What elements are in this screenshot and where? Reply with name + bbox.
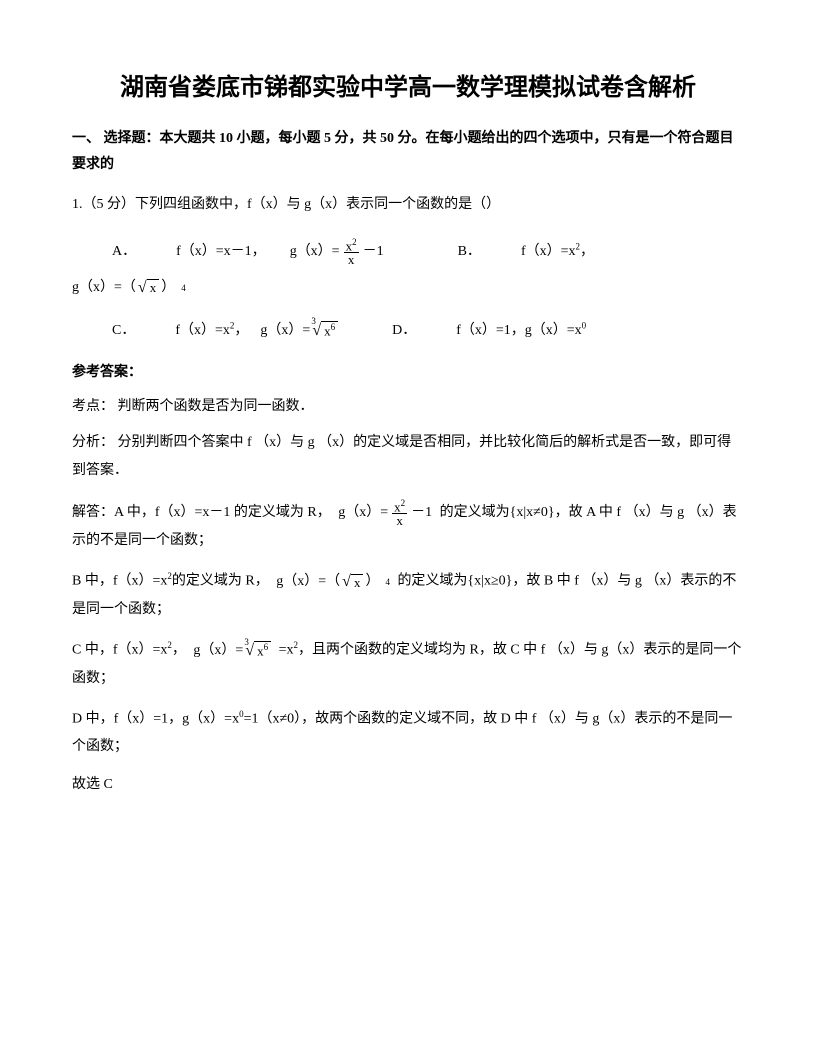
option-c-g: g（x）= 3√x6 [260,316,338,347]
fenxi: 分析： 分别判断四个答案中 f （x）与 g （x）的定义域是否相同，并比较化简… [72,429,744,485]
doc-title: 湖南省娄底市锑都实验中学高一数学理模拟试卷含解析 [72,72,744,106]
section-1-heading: 一、 选择题：本大题共 10 小题，每小题 5 分，共 50 分。在每小题给出的… [72,126,744,179]
option-b: B． f（x）=x2， [458,237,594,268]
option-b-label: B． [458,237,481,268]
jieda-b: B 中，f（x）=x2的定义域为 R， g（x）=（ √x ）4 的定义域为{x… [72,567,744,624]
option-d-text: f（x）=1，g（x）=x0 [456,316,586,347]
q1-options-row1: A． f（x）=x－1， g（x）= x2 x －1 B． f（x）=x2， [72,237,744,268]
option-d-label: D． [392,316,416,347]
option-b-g-line: g（x）=（ √x ） 4 [72,274,744,302]
q1-options-row2: C． f（x）=x2， g（x）= 3√x6 D． f（x）=1，g（x）=x0 [72,316,744,347]
option-a: A． f（x）=x－1， g（x）= x2 x －1 [72,237,384,268]
kaodian: 考点： 判断两个函数是否为同一函数． [72,393,744,421]
option-c-f: f（x）=x2， [175,316,248,347]
jieda-c: C 中，f（x）=x2， g（x）= 3√x6 =x2，且两个函数的定义域均为 … [72,636,744,693]
option-c: C． f（x）=x2， g（x）= 3√x6 [72,316,338,347]
option-a-label: A． [112,237,136,268]
option-b-f: f（x）=x2， [521,237,594,268]
option-a-f: f（x）=x－1， [176,237,266,268]
option-d: D． f（x）=1，g（x）=x0 [392,316,586,347]
option-c-label: C． [112,316,135,347]
jieda-a: 解答：A 中，f（x）=x－1 的定义域为 R， g（x）= x2 x －1 的… [72,499,744,555]
jieda-d: D 中，f（x）=1，g（x）=x0=1（x≠0），故两个函数的定义域不同，故 … [72,705,744,762]
q1-stem: 1.（5 分）下列四组函数中，f（x）与 g（x）表示同一个函数的是（） [72,191,744,219]
option-a-g: g（x）= x2 x －1 [290,237,384,268]
guxuan: 故选 C [72,771,744,799]
answer-heading: 参考答案： [72,360,744,387]
